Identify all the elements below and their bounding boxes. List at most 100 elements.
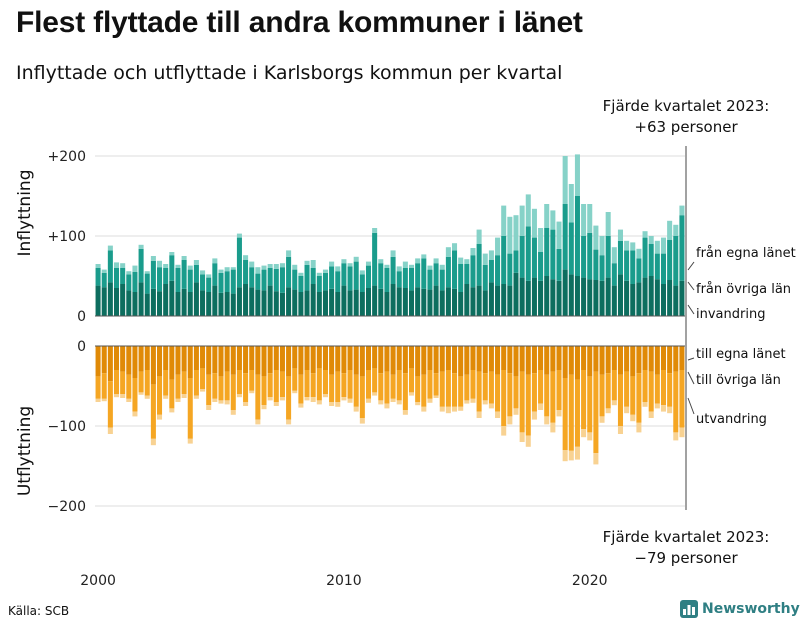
bar-in-own-county (642, 277, 648, 316)
bar-in-own-county (292, 289, 298, 316)
x-tick-2020: 2020 (572, 573, 608, 589)
bar-in-own-county (488, 282, 494, 316)
bar-out-other-counties (249, 370, 255, 391)
bar-out-other-counties (470, 370, 476, 399)
x-tick-2010: 2010 (326, 573, 362, 589)
bar-out-own-county (329, 346, 335, 375)
bar-out-emigration (316, 400, 322, 405)
bar-in-immigration (365, 261, 372, 266)
bar-in-other-counties (218, 272, 224, 293)
bar-out-own-county (384, 346, 390, 372)
bar-in-other-counties (679, 215, 685, 281)
brand-logo[interactable]: Newsworthy (680, 600, 800, 618)
bar-out-emigration (507, 416, 513, 425)
bar-in-own-county (593, 280, 599, 316)
bar-in-own-county (249, 287, 255, 316)
bar-in-own-county (230, 293, 236, 316)
bar-in-own-county (568, 274, 574, 316)
bar-out-other-counties (279, 371, 285, 398)
bar-in-own-county (531, 277, 537, 316)
bar-in-own-county (181, 288, 187, 316)
bar-out-own-county (316, 346, 322, 369)
bar-out-emigration (212, 398, 218, 402)
bar-out-own-county (452, 346, 458, 374)
bar-out-other-counties (316, 368, 322, 401)
bar-out-own-county (150, 346, 156, 385)
bar-out-emigration (353, 406, 359, 412)
bar-in-other-counties (556, 248, 562, 281)
bar-in-other-counties (408, 268, 415, 291)
bar-out-own-county (279, 346, 285, 372)
bar-in-other-counties (427, 269, 433, 290)
bar-in-own-county (574, 276, 580, 316)
bar-out-emigration (378, 400, 384, 405)
bar-in-own-county (279, 292, 285, 316)
bar-out-other-counties (538, 370, 544, 404)
bar-in-other-counties (365, 265, 372, 288)
bar-out-other-counties (439, 371, 445, 407)
bar-out-other-counties (464, 374, 470, 401)
bar-in-own-county (175, 292, 181, 316)
bar-in-other-counties (593, 249, 599, 280)
bar-out-own-county (507, 346, 513, 374)
bar-out-own-county (322, 346, 328, 370)
bar-out-other-counties (138, 371, 144, 393)
y-tick-top-100: +100 (48, 229, 86, 245)
y-axis-label-top: Inflyttning (15, 170, 35, 257)
y-tick-bottom-0: 0 (77, 339, 86, 355)
bar-in-own-county (341, 285, 347, 316)
bar-in-immigration (427, 265, 433, 270)
bar-out-own-county (353, 346, 359, 375)
bar-in-immigration (415, 258, 421, 264)
bar-in-own-county (150, 288, 156, 316)
bar-in-immigration (230, 267, 236, 270)
bar-out-other-counties (396, 370, 402, 401)
bar-out-other-counties (169, 379, 175, 409)
bar-out-other-counties (402, 373, 408, 410)
bar-in-own-county (525, 280, 531, 316)
bar-out-emigration (138, 392, 144, 395)
bar-in-own-county (255, 289, 261, 316)
bar-in-immigration (636, 248, 642, 259)
bar-out-emigration (415, 402, 421, 406)
bar-in-immigration (587, 204, 593, 233)
bar-out-other-counties (144, 370, 150, 396)
bar-in-own-county (322, 290, 328, 316)
bar-in-own-county (445, 287, 451, 316)
bar-in-own-county (243, 284, 249, 316)
bar-out-own-county (667, 346, 673, 374)
bar-in-immigration (347, 263, 353, 267)
bar-in-immigration (488, 250, 494, 260)
bar-in-immigration (212, 258, 218, 264)
bar-out-other-counties (181, 371, 187, 394)
bar-out-own-county (236, 346, 242, 370)
bar-in-other-counties (673, 236, 679, 286)
bar-out-emigration (255, 419, 261, 425)
bar-out-own-county (230, 346, 236, 375)
bar-in-immigration (593, 225, 599, 250)
bar-out-own-county (175, 346, 181, 375)
bar-in-own-county (630, 284, 636, 316)
bar-out-own-county (181, 346, 187, 372)
bar-out-own-county (365, 346, 372, 370)
bar-in-other-counties (255, 273, 261, 290)
bar-out-emigration (482, 400, 488, 405)
bar-out-own-county (433, 346, 439, 374)
bar-in-other-counties (538, 252, 544, 281)
bar-out-emigration (513, 408, 519, 415)
bar-in-own-county (476, 285, 482, 316)
bar-in-other-counties (544, 228, 550, 276)
bar-in-own-county (335, 292, 341, 316)
bar-in-own-county (408, 290, 415, 316)
bar-out-other-counties (605, 373, 611, 409)
bar-in-own-county (648, 276, 654, 316)
bar-out-emigration (538, 403, 544, 410)
bar-out-emigration (200, 389, 206, 392)
bar-out-other-counties (113, 370, 120, 394)
bar-in-immigration (335, 266, 341, 272)
bar-out-other-counties (617, 374, 623, 426)
bar-in-own-county (187, 292, 193, 316)
bar-in-immigration (642, 231, 648, 238)
bar-in-own-county (212, 285, 218, 316)
bar-in-immigration (267, 264, 273, 268)
